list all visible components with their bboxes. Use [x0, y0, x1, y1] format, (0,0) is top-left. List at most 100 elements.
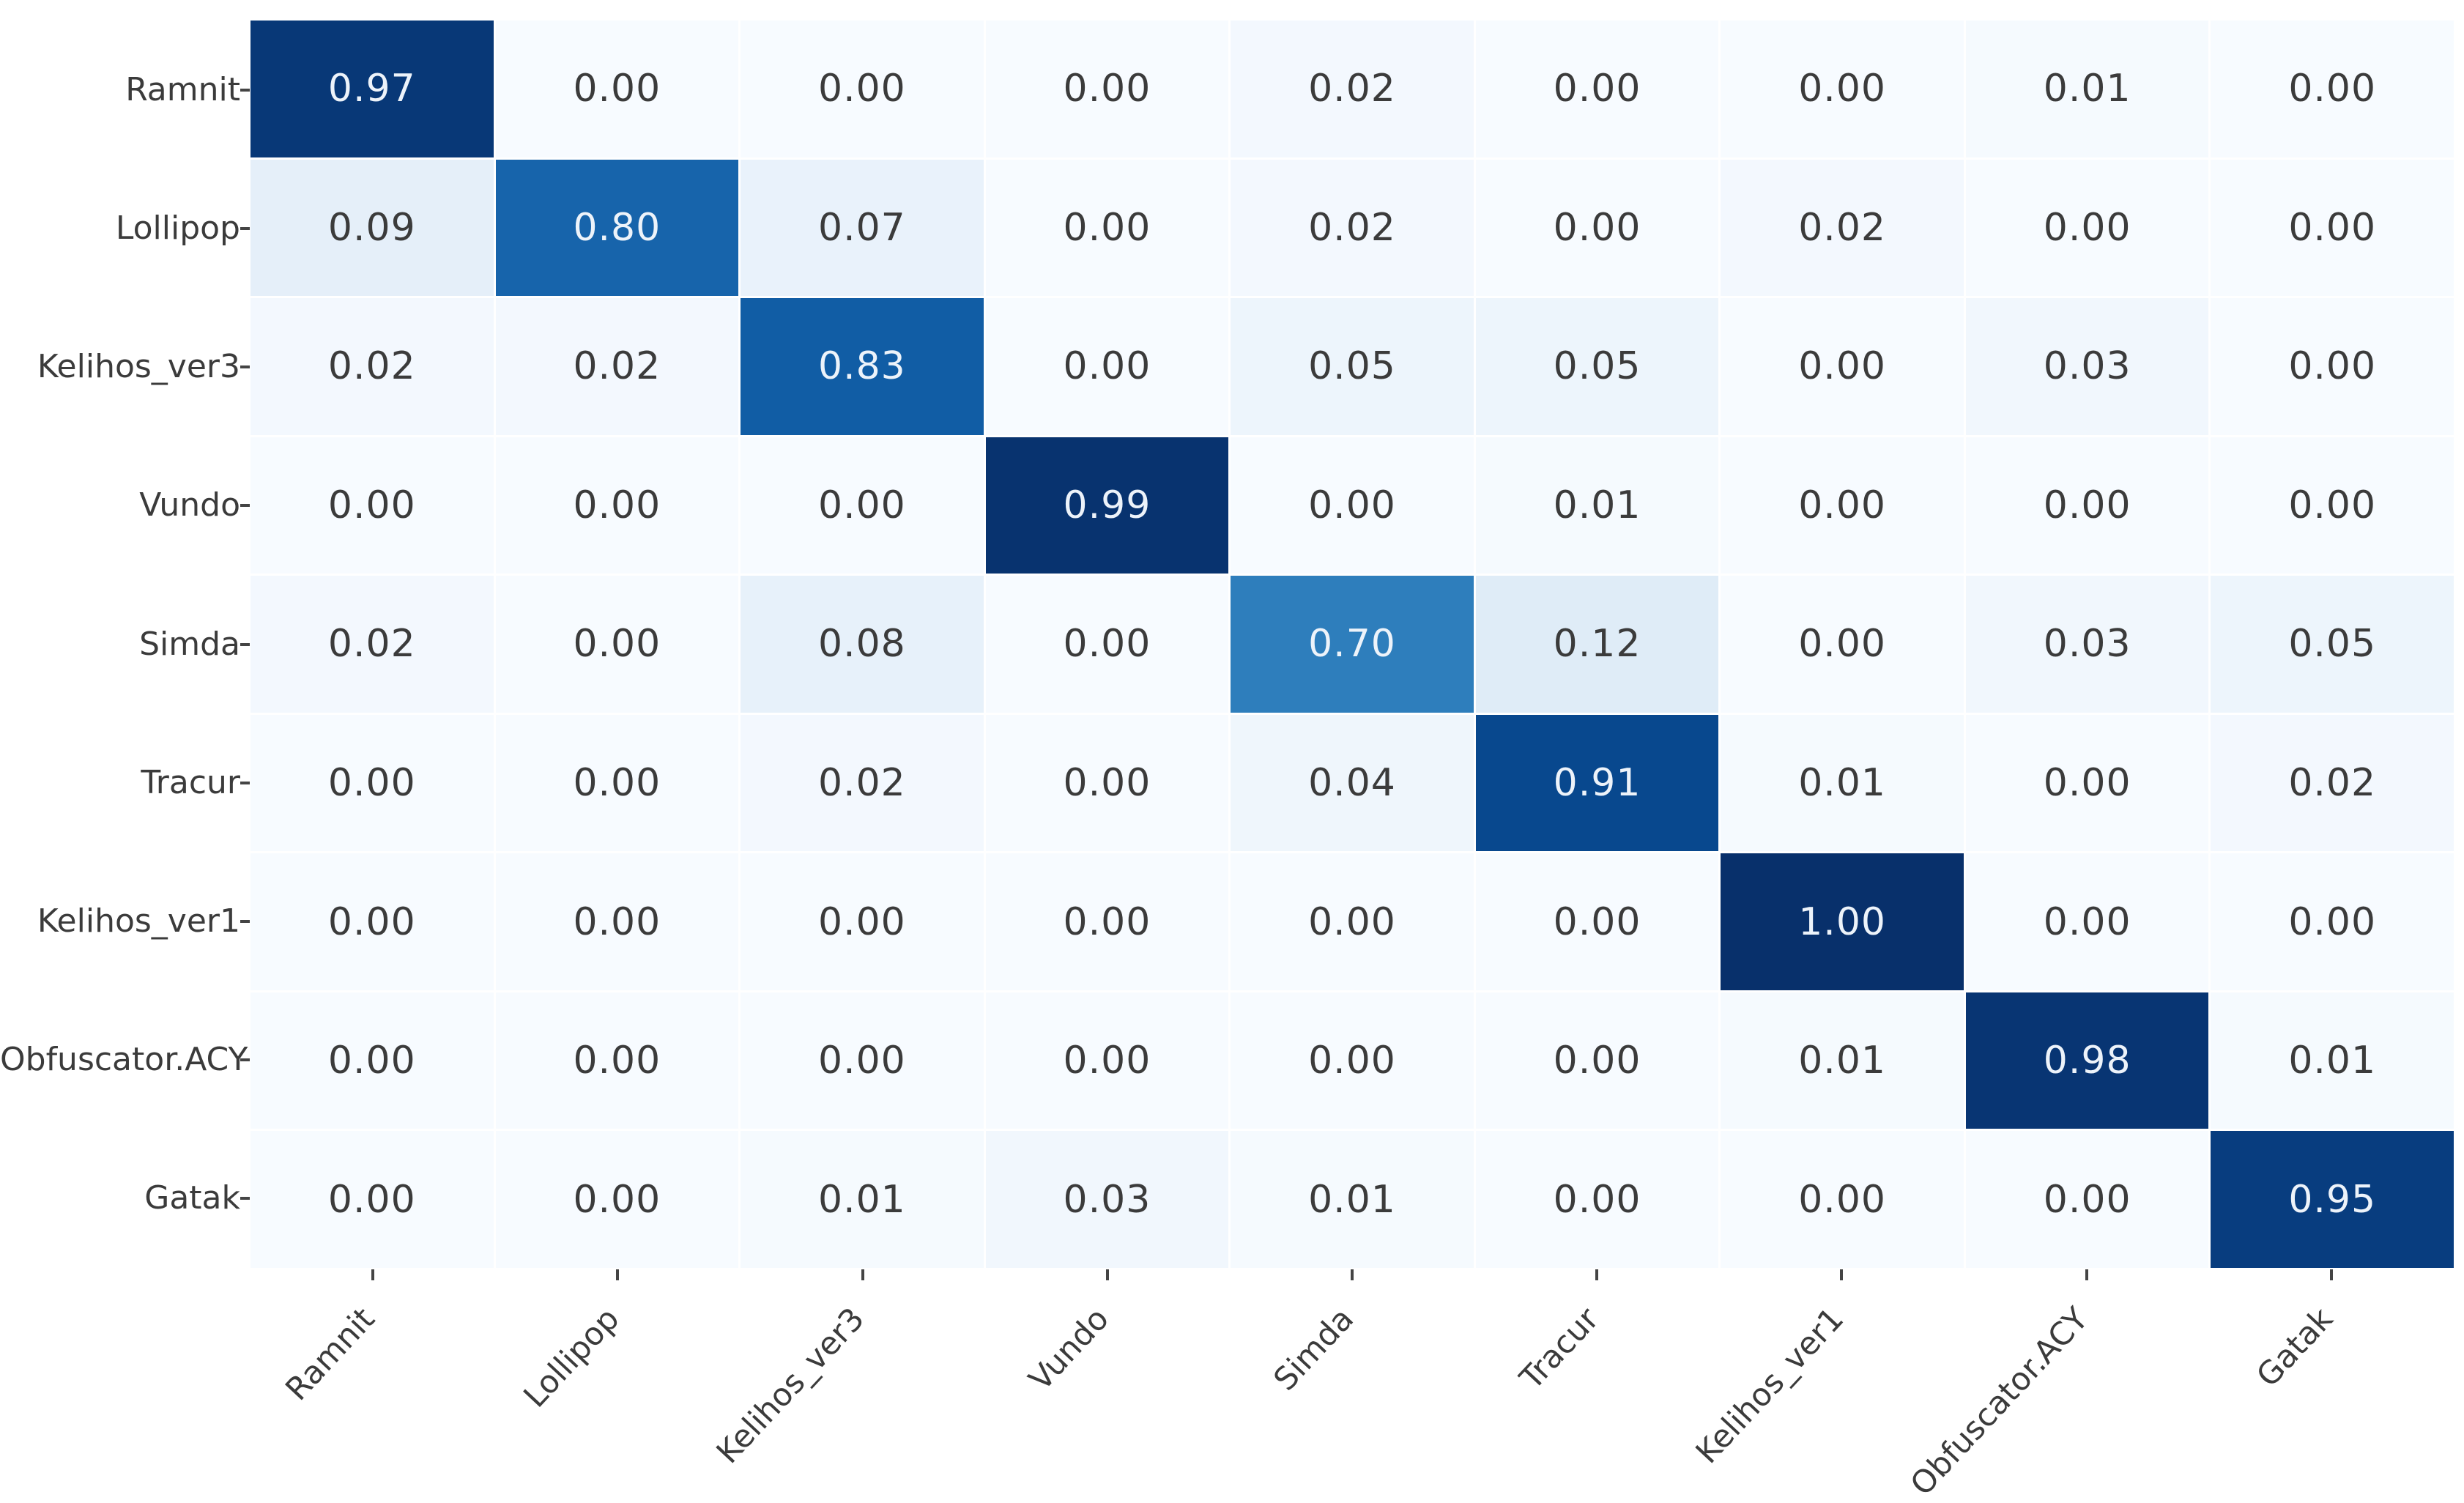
- cell-value: 0.03: [2043, 622, 2131, 667]
- cell-value: 0.03: [2043, 344, 2131, 389]
- x-tick-mark: [616, 1269, 620, 1280]
- heatmap-cell: 0.00: [985, 992, 1229, 1129]
- y-tick-label: Tracur: [141, 763, 240, 801]
- cell-value: 0.00: [2043, 1177, 2131, 1222]
- cell-value: 0.05: [1308, 344, 1396, 389]
- cell-value: 0.00: [1553, 205, 1641, 250]
- x-tick-mark: [1595, 1269, 1599, 1280]
- heatmap-cell: 0.03: [1965, 576, 2209, 713]
- y-tick-label: Vundo: [139, 486, 240, 524]
- heatmap-cell: 0.02: [741, 714, 984, 852]
- cell-value: 0.91: [1553, 761, 1641, 806]
- cell-value: 0.97: [327, 67, 416, 111]
- y-tick-mark: [240, 919, 250, 923]
- cell-value: 0.08: [817, 622, 906, 667]
- cell-value: 0.00: [1308, 483, 1396, 527]
- heatmap-cell: 0.83: [741, 298, 984, 435]
- heatmap-cell: 0.05: [1231, 298, 1474, 435]
- heatmap-cell: 0.00: [495, 576, 739, 713]
- x-tick-mark: [2085, 1269, 2088, 1280]
- x-tick-mark: [1105, 1269, 1109, 1280]
- x-tick-label: Lollipop: [516, 1300, 627, 1415]
- cell-value: 0.83: [817, 344, 906, 389]
- heatmap-cell: 0.70: [1231, 576, 1474, 713]
- y-tick-label: Simda: [139, 625, 240, 663]
- x-tick-label: Vundo: [1022, 1300, 1117, 1398]
- heatmap-cell: 0.01: [1475, 437, 1719, 574]
- cell-value: 0.04: [1308, 761, 1396, 806]
- heatmap-cell: 0.01: [1721, 992, 1964, 1129]
- cell-value: 0.95: [2288, 1177, 2377, 1222]
- heatmap-cell: 0.00: [2211, 21, 2454, 157]
- heatmap-cell: 0.00: [495, 714, 739, 852]
- heatmap-cell: 0.02: [251, 298, 494, 435]
- heatmap-cell: 0.00: [1231, 992, 1474, 1129]
- x-tick-mark: [1840, 1269, 1844, 1280]
- heatmap-cell: 0.00: [1475, 1131, 1719, 1268]
- cell-value: 0.01: [1798, 761, 1886, 806]
- heatmap-cell: 0.05: [1475, 298, 1719, 435]
- y-tick-label: Gatak: [144, 1179, 240, 1217]
- y-tick-label: Kelihos_ver3: [37, 348, 240, 386]
- cell-value: 0.01: [2043, 67, 2131, 111]
- heatmap-cell: 0.00: [251, 992, 494, 1129]
- cell-value: 0.00: [1553, 1177, 1641, 1222]
- cell-value: 0.00: [327, 899, 416, 944]
- heatmap-cell: 0.00: [2211, 437, 2454, 574]
- cell-value: 0.00: [2288, 205, 2377, 250]
- heatmap-cell: 0.00: [1475, 992, 1719, 1129]
- heatmap-grid: 0.97 0.00 0.00 0.00 0.02 0.00 0.00 0.01 0.00 0.09…: [251, 21, 2454, 1268]
- cell-value: 0.00: [1308, 1039, 1396, 1083]
- heatmap-cell: 0.00: [1965, 1131, 2209, 1268]
- heatmap-cell: 0.00: [985, 21, 1229, 157]
- heatmap-cell: 0.00: [1721, 1131, 1964, 1268]
- heatmap-cell: 0.00: [1965, 159, 2209, 297]
- x-tick-label: Gatak: [2249, 1300, 2341, 1395]
- cell-value: 0.00: [327, 1177, 416, 1222]
- heatmap-cell: 0.02: [1231, 21, 1474, 157]
- cell-value: 0.00: [1798, 622, 1886, 667]
- heatmap-cell: 0.80: [495, 159, 739, 297]
- x-tick-label: Ramnit: [278, 1300, 382, 1409]
- cell-value: 0.12: [1553, 622, 1641, 667]
- cell-value: 0.00: [817, 483, 906, 527]
- heatmap-cell: 0.01: [2211, 992, 2454, 1129]
- heatmap-cell: 0.00: [495, 437, 739, 574]
- x-tick-mark: [371, 1269, 375, 1280]
- heatmap-cell: 0.00: [1475, 159, 1719, 297]
- cell-value: 0.99: [1063, 483, 1151, 527]
- cell-value: 0.00: [2288, 344, 2377, 389]
- heatmap-cell: 0.00: [495, 992, 739, 1129]
- heatmap-cell: 0.00: [741, 437, 984, 574]
- cell-value: 0.00: [573, 67, 661, 111]
- x-tick-label: Obfuscator.ACY: [1903, 1300, 2096, 1503]
- y-tick-mark: [240, 781, 250, 784]
- cell-value: 0.00: [2288, 67, 2377, 111]
- x-tick-label: Tracur: [1513, 1300, 1606, 1397]
- y-tick-label: Kelihos_ver1: [37, 902, 240, 940]
- cell-value: 0.01: [817, 1177, 906, 1222]
- heatmap-cell: 0.00: [1475, 21, 1719, 157]
- cell-value: 0.00: [2043, 761, 2131, 806]
- heatmap-cell: 0.00: [1965, 437, 2209, 574]
- heatmap-cell: 0.99: [985, 437, 1229, 574]
- cell-value: 0.00: [1063, 205, 1151, 250]
- cell-value: 0.01: [1308, 1177, 1396, 1222]
- cell-value: 0.01: [2288, 1039, 2377, 1083]
- heatmap-cell: 0.01: [1721, 714, 1964, 852]
- y-tick-mark: [240, 1197, 250, 1200]
- cell-value: 0.80: [573, 205, 661, 250]
- heatmap-cell: 0.00: [495, 853, 739, 990]
- x-tick-mark: [1351, 1269, 1354, 1280]
- heatmap-cell: 0.00: [741, 21, 984, 157]
- cell-value: 0.00: [573, 1177, 661, 1222]
- heatmap-cell: 0.00: [1475, 853, 1719, 990]
- heatmap-cell: 0.00: [2211, 853, 2454, 990]
- confusion-matrix-figure: 0.97 0.00 0.00 0.00 0.02 0.00 0.00 0.01 0.00 0.09…: [0, 21, 2454, 1503]
- y-tick-label: Obfuscator.ACY: [0, 1041, 248, 1079]
- heatmap-cell: 0.97: [251, 21, 494, 157]
- cell-value: 0.00: [327, 1039, 416, 1083]
- cell-value: 0.00: [817, 67, 906, 111]
- cell-value: 0.00: [1063, 344, 1151, 389]
- heatmap-cell: 0.03: [985, 1131, 1229, 1268]
